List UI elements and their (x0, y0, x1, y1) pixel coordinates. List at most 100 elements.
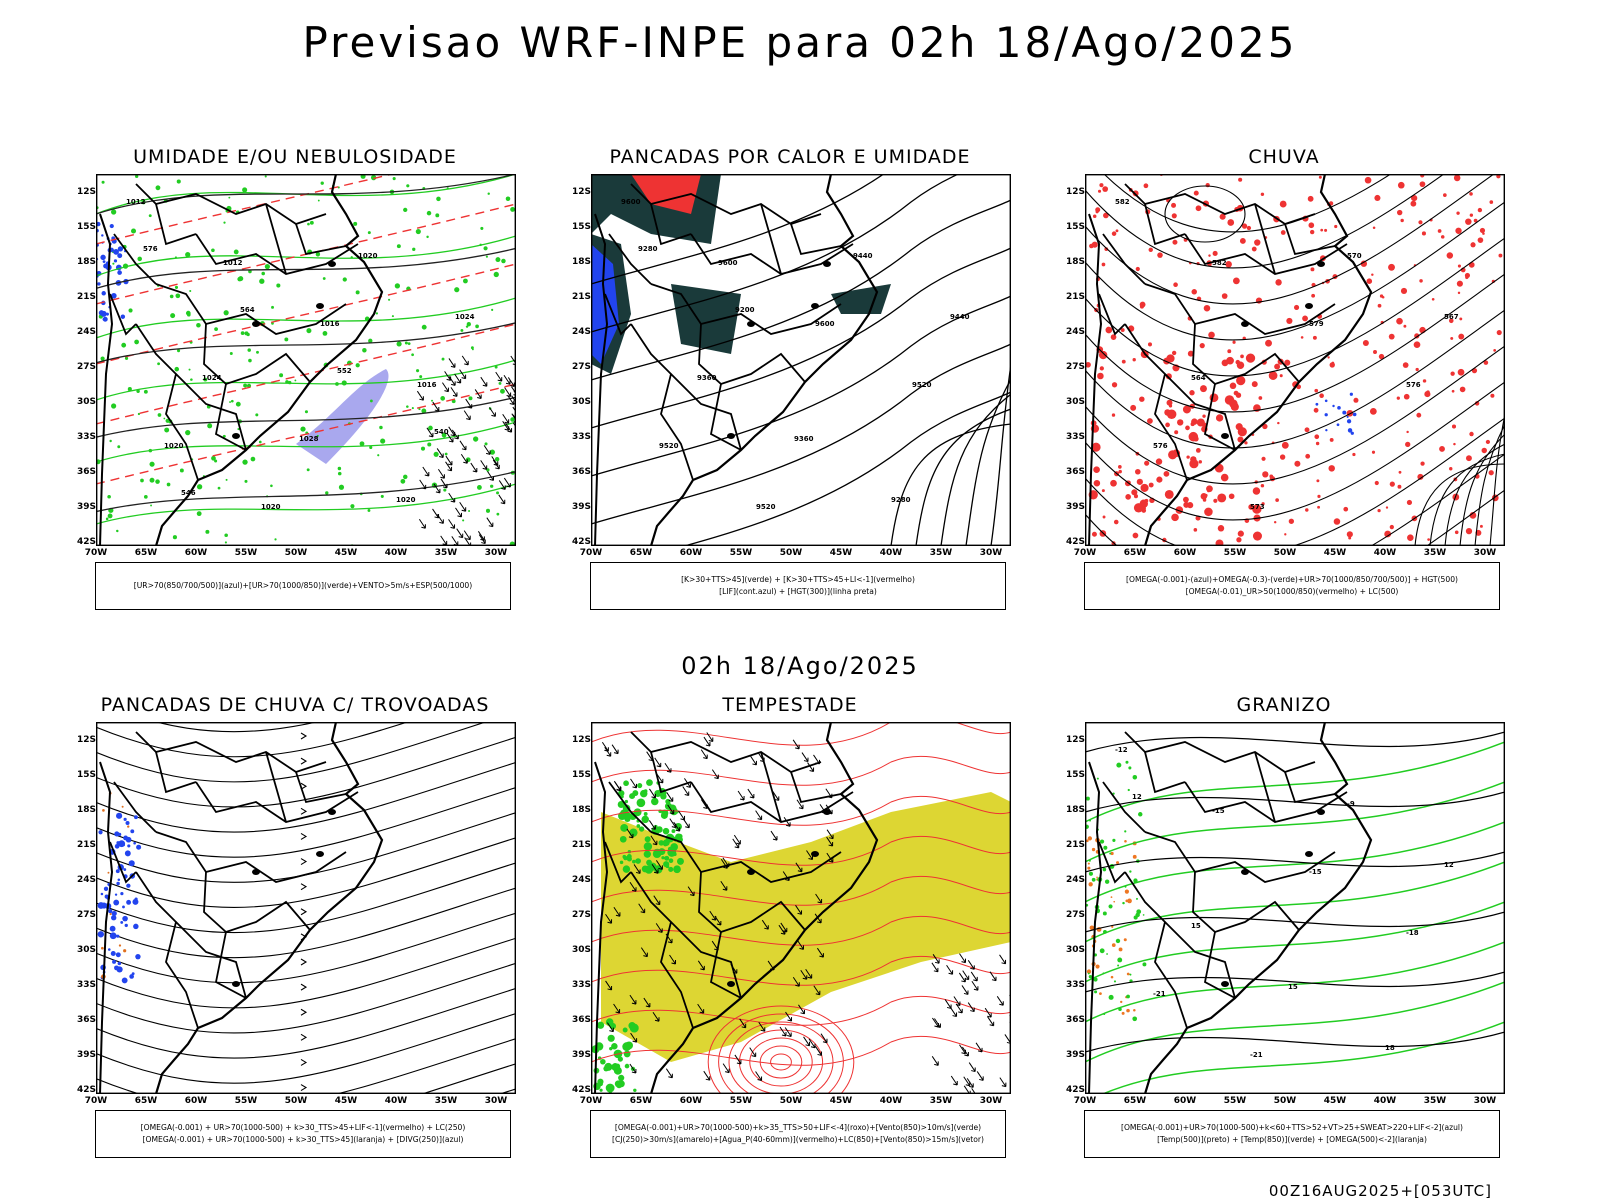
rain-cell (1208, 254, 1211, 257)
longitude-tick-label: 60W (1173, 1096, 1197, 1106)
divergence-cell (133, 923, 139, 930)
rain-cell (1251, 381, 1258, 388)
humidity-cell (248, 269, 252, 274)
state-border (1144, 831, 1336, 883)
state-border (650, 203, 692, 246)
rain-cell (1268, 371, 1278, 380)
wind-vector (667, 804, 675, 815)
wind-vector (437, 468, 445, 479)
humidity-cell (465, 325, 469, 328)
rain-cell (1136, 478, 1143, 485)
longitude-tick-label: 45W (829, 548, 853, 558)
divergence-cell (124, 923, 128, 928)
rain-cell (1377, 508, 1381, 513)
humidity-cell (421, 324, 427, 330)
temp850-cell (1129, 973, 1132, 976)
humidity-cell (157, 362, 161, 366)
humidity-cell (443, 488, 447, 492)
wind-vector (967, 1002, 975, 1013)
divergence-cell (122, 843, 126, 847)
contour-label: 9360 (794, 435, 814, 443)
omega-cell (1126, 1008, 1130, 1013)
height-contour (940, 393, 1011, 546)
humidity-cell (369, 445, 373, 450)
streamline (96, 1013, 516, 1084)
latitude-tick-label: 42S (1065, 537, 1085, 547)
strong-wind-cell (629, 1023, 639, 1033)
rain-cell (1113, 519, 1119, 525)
wind-vector (950, 1007, 958, 1018)
longitude-tick-label: 35W (929, 548, 953, 558)
latitude-tick-label: 30S (76, 397, 96, 407)
rain-cell (1431, 297, 1435, 301)
wind-vector (440, 478, 448, 489)
wind-vector (999, 954, 1007, 965)
wind-vector (785, 1011, 793, 1022)
humidity-contour (96, 483, 516, 525)
rain-cell (1458, 333, 1465, 340)
contour-label: 15 (1288, 983, 1298, 991)
height-contour (1085, 201, 1505, 341)
humidity-cell (380, 438, 386, 444)
rain-cell (1450, 371, 1455, 376)
rain-cell (1166, 354, 1175, 363)
streamline-arrow (300, 883, 308, 891)
humidity-cell (491, 308, 494, 311)
omega-cell (1124, 889, 1129, 894)
map-frame (96, 722, 516, 1094)
omega-cell (1096, 876, 1098, 879)
contour-label: -9 (1347, 800, 1355, 808)
height-contour (1414, 463, 1505, 546)
strong-wind-cell (663, 861, 670, 868)
wind-vector (655, 860, 663, 870)
wind-vector (459, 369, 467, 380)
longitude-tick-label: 55W (234, 1096, 258, 1106)
rain-cell (1400, 218, 1404, 223)
humidity-cell (274, 538, 277, 541)
rain-cell (1110, 479, 1117, 487)
legend-line: [OMEGA(-0.001)+UR>70(1000-500)+k<60+TTS>… (1120, 1123, 1463, 1132)
strong-wind-cell (671, 829, 676, 834)
rain-cell (1235, 423, 1243, 431)
rain-cell (1228, 493, 1235, 500)
rain-cell (1148, 247, 1153, 253)
omega-cell (1350, 431, 1354, 435)
state-border (604, 293, 632, 336)
wind-vector (422, 466, 430, 477)
wind-vector (959, 953, 967, 964)
height-contour (591, 247, 1011, 429)
wind-vector (803, 1036, 811, 1047)
rain-cell (1093, 466, 1100, 474)
rain-cell (1252, 487, 1261, 495)
strong-wind-cell (676, 857, 684, 865)
rain-cell (1389, 481, 1395, 487)
rain-cell (1396, 317, 1403, 325)
instability-cell (118, 944, 122, 947)
longitude-tick-label: 35W (434, 548, 458, 558)
lake (328, 809, 336, 815)
panel-title: PANCADAS DE CHUVA C/ TROVOADAS (100, 694, 490, 716)
wind-vector (495, 371, 503, 382)
wind-vector (416, 390, 424, 401)
contour-label: 9200 (735, 306, 755, 314)
wind-vector (451, 429, 459, 440)
contour-label: 1012 (126, 198, 146, 206)
panel-chuva: CHUVA 582 582 579 576 576 573 570 567 564 12S 15S 1… (1066, 146, 1505, 616)
rain-cell (1440, 235, 1445, 239)
latitude-tick-label: 36S (571, 1015, 591, 1025)
legend-line: [OMEGA(-0.001)-(azul)+OMEGA(-0.3)-(verde… (1126, 575, 1458, 584)
humidity-cell (355, 290, 360, 295)
humidity-cell (264, 175, 267, 178)
wind-vector (652, 1011, 660, 1022)
humidity-cell (411, 407, 414, 410)
rain-cell (1479, 524, 1483, 528)
humidity-cell (496, 491, 500, 495)
wind-vector (459, 440, 467, 451)
humidity-cell (380, 494, 384, 498)
rain-cell (1302, 315, 1308, 322)
wind-vector (655, 923, 663, 933)
humidity-cell (246, 332, 250, 337)
temp850-contour (1085, 861, 1505, 943)
rain-cell (1329, 437, 1334, 442)
rain-cell (1488, 470, 1494, 476)
